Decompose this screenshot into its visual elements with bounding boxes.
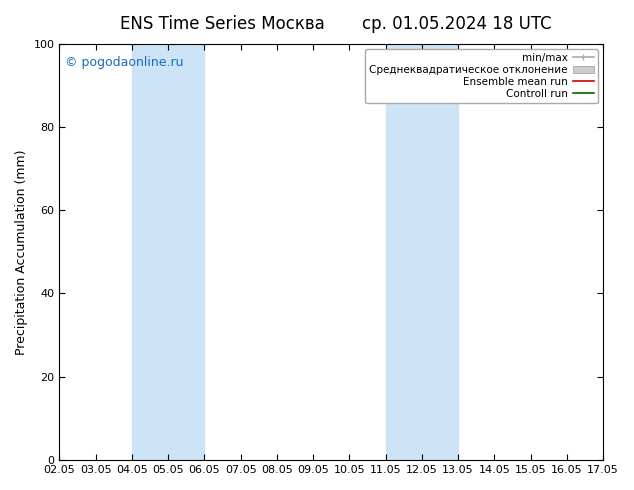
Bar: [385, 44, 458, 460]
Text: ENS Time Series Москва: ENS Time Series Москва: [120, 15, 324, 33]
Legend: min/max, Среднеквадратическое отклонение, Ensemble mean run, Controll run: min/max, Среднеквадратическое отклонение…: [365, 49, 598, 103]
Text: © pogodaonline.ru: © pogodaonline.ru: [65, 56, 183, 69]
Text: ср. 01.05.2024 18 UTC: ср. 01.05.2024 18 UTC: [361, 15, 552, 33]
Bar: [132, 44, 204, 460]
Y-axis label: Precipitation Accumulation (mm): Precipitation Accumulation (mm): [15, 149, 28, 355]
